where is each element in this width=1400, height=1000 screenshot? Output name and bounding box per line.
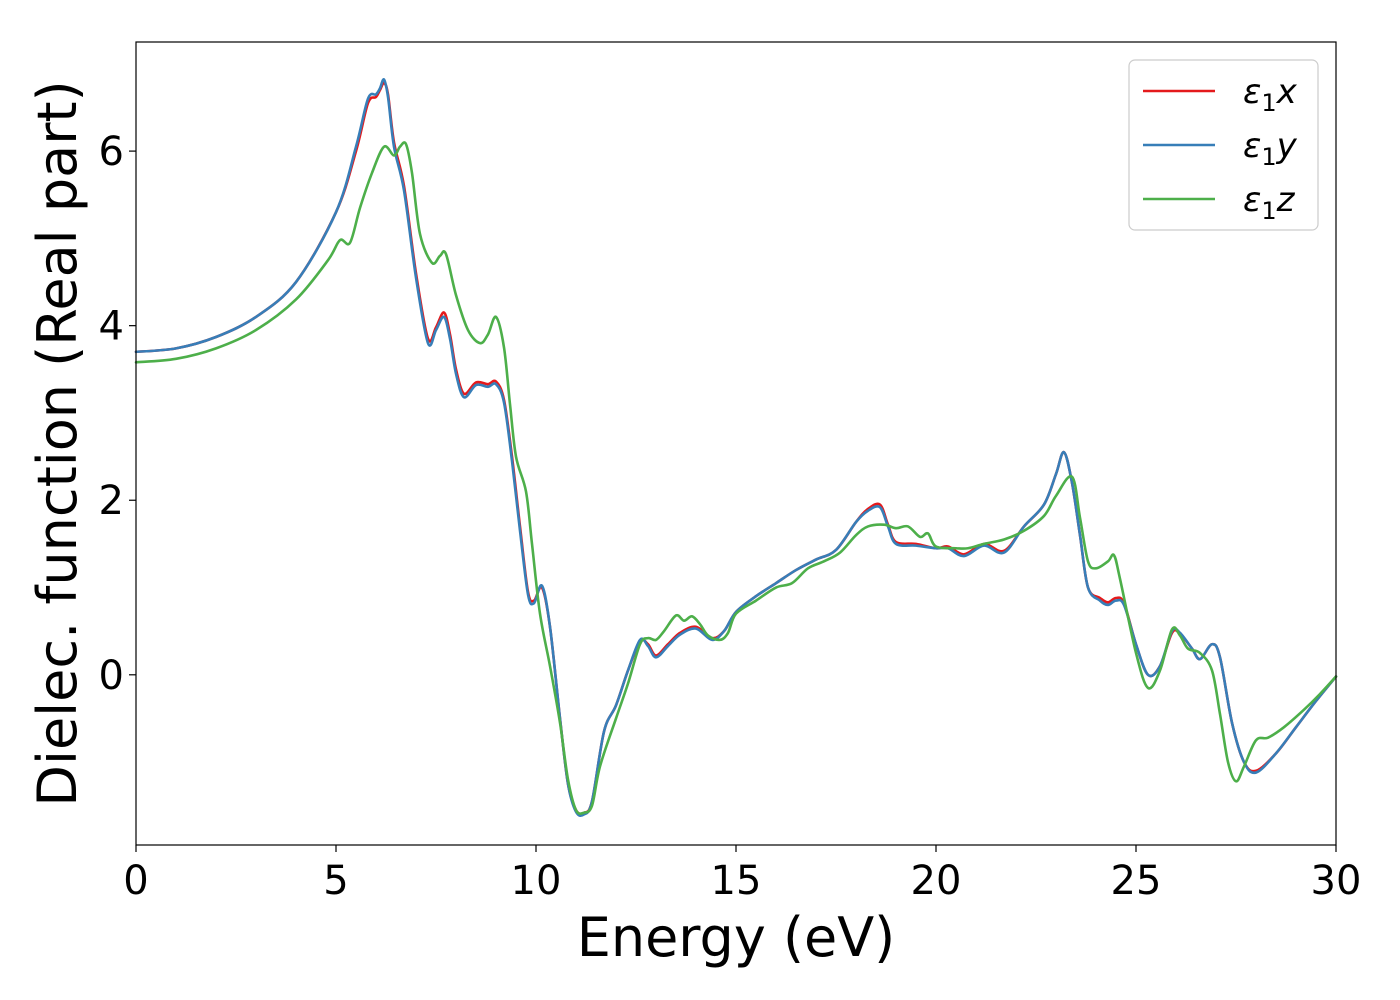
series-line-z: [134, 141, 1338, 816]
x-tick-label: 0: [123, 858, 148, 904]
x-tick-label: 30: [1311, 858, 1362, 904]
x-tick-label: 25: [1111, 858, 1162, 904]
legend-label-z: ε1z: [1243, 180, 1296, 225]
legend-label-y: ε1y: [1243, 126, 1298, 171]
y-axis-label: Dielec. function (Real part): [26, 80, 89, 806]
y-tick-label: 4: [99, 304, 124, 350]
x-tick-label: 5: [323, 858, 348, 904]
y-tick-label: 2: [99, 478, 124, 524]
legend-label-x: ε1x: [1243, 72, 1298, 117]
y-tick-label: 0: [99, 653, 124, 699]
y-axis-ticks: 0 2 4 6: [99, 129, 136, 699]
x-tick-label: 20: [911, 858, 962, 904]
x-tick-label: 10: [511, 858, 562, 904]
legend: ε1x ε1y ε1z: [1128, 59, 1319, 231]
x-tick-label: 15: [711, 858, 762, 904]
series-layer: [134, 78, 1338, 818]
y-tick-label: 6: [99, 129, 124, 175]
series-line-y: [134, 78, 1338, 818]
legend-box: [1128, 59, 1319, 231]
x-axis-ticks: 0 5 10 15 20 25 30: [123, 845, 1361, 904]
x-axis-label: Energy (eV): [577, 906, 896, 969]
